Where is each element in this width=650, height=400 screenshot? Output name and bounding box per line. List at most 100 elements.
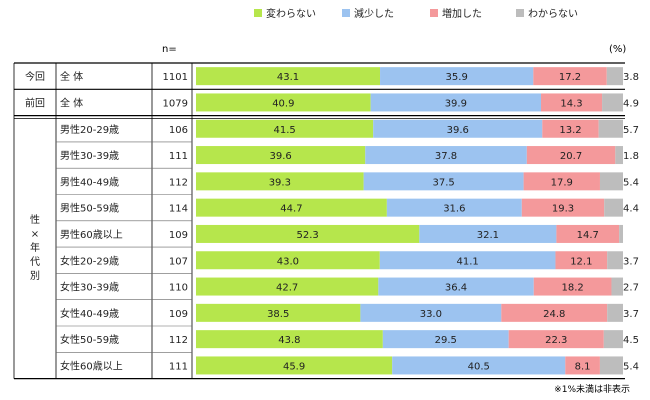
data-label: 43.0 <box>277 256 299 267</box>
bar-segment <box>619 224 623 243</box>
data-label: 36.4 <box>445 283 467 294</box>
data-label: 39.9 <box>445 98 467 109</box>
data-label: 39.6 <box>447 125 469 136</box>
row-label: 女性30-39歳 <box>60 281 119 294</box>
data-label: 22.3 <box>545 335 567 346</box>
data-label: 35.9 <box>446 72 468 83</box>
bar-segment <box>370 93 542 112</box>
row-label: 全 体 <box>60 70 83 83</box>
bar-segment <box>196 277 379 296</box>
row-label: 女性50-59歳 <box>60 333 119 346</box>
bar-segment <box>533 67 607 86</box>
row-n: 112 <box>169 335 188 346</box>
bar-segment <box>379 251 556 270</box>
data-label: 3.8 <box>623 72 639 83</box>
bar-segment <box>363 172 524 191</box>
bar-segment <box>196 198 387 217</box>
data-label: 14.3 <box>560 98 582 109</box>
data-label: 45.9 <box>283 361 305 372</box>
bar-segment <box>196 356 393 375</box>
row-n: 110 <box>169 283 188 294</box>
row-n: 1079 <box>163 98 188 109</box>
data-label: 39.3 <box>269 177 291 188</box>
data-label: 4.5 <box>623 335 639 346</box>
n-header: n= <box>162 44 177 55</box>
row-label: 男性50-59歳 <box>60 202 119 215</box>
legend-label: 減少した <box>354 7 394 20</box>
bar-segment <box>392 356 566 375</box>
bar-segment <box>382 330 509 349</box>
bar-segment <box>523 172 600 191</box>
bar-segment <box>501 303 608 322</box>
data-label: 32.1 <box>477 230 499 241</box>
bar-segment <box>542 119 599 138</box>
data-label: 37.8 <box>435 151 457 162</box>
bar-segment <box>599 172 623 191</box>
bar-segment <box>196 119 374 138</box>
data-label: 2.7 <box>623 283 639 294</box>
row-n: 107 <box>169 256 188 267</box>
bar-segment <box>196 330 383 349</box>
bar-segment <box>611 277 623 296</box>
bar-segment <box>541 93 603 112</box>
data-label: 18.2 <box>561 283 583 294</box>
row-label: 全 体 <box>60 96 83 109</box>
data-label: 43.8 <box>278 335 300 346</box>
data-label: 20.7 <box>560 151 582 162</box>
bar-segment <box>607 303 623 322</box>
data-label: 24.8 <box>543 309 565 320</box>
bar-segment <box>365 146 527 165</box>
bar-segment <box>196 251 380 270</box>
row-n: 111 <box>169 151 188 162</box>
data-label: 29.5 <box>435 335 457 346</box>
bar-segment <box>526 146 616 165</box>
data-label: 44.7 <box>280 204 302 215</box>
row-n: 1101 <box>163 72 188 83</box>
bar-segment <box>386 198 522 217</box>
data-label: 40.5 <box>468 361 490 372</box>
bar-segment <box>598 119 623 138</box>
row-label: 女性20-29歳 <box>60 254 119 267</box>
data-label: 33.0 <box>420 309 442 320</box>
data-label: 13.2 <box>559 125 581 136</box>
legend-swatch <box>430 9 438 17</box>
data-label: 41.1 <box>456 256 478 267</box>
data-label: 17.2 <box>559 72 581 83</box>
data-label: 12.1 <box>570 256 592 267</box>
bar-segment <box>196 303 361 322</box>
bar-segment <box>565 356 600 375</box>
row-label: 女性60歳以上 <box>60 359 123 372</box>
data-label: 8.1 <box>575 361 591 372</box>
legend-swatch <box>342 9 350 17</box>
row-label: 男性20-29歳 <box>60 123 119 136</box>
row-label: 男性40-49歳 <box>60 175 119 188</box>
row-n: 109 <box>169 230 188 241</box>
bar-segment <box>603 330 623 349</box>
row-n: 106 <box>169 125 188 136</box>
data-label: 31.6 <box>443 204 465 215</box>
row-n: 111 <box>169 361 188 372</box>
bar-segment <box>604 198 623 217</box>
data-label: 5.4 <box>623 361 639 372</box>
row-label: 男性60歳以上 <box>60 228 123 241</box>
bar-segment <box>508 330 604 349</box>
data-label: 4.9 <box>623 98 639 109</box>
bar-segment <box>615 146 623 165</box>
bar-segment <box>607 251 623 270</box>
data-label: 5.7 <box>623 125 639 136</box>
unit-label: (%) <box>609 44 626 55</box>
data-label: 40.9 <box>272 98 294 109</box>
data-label: 14.7 <box>577 230 599 241</box>
bar-segment <box>521 198 605 217</box>
data-label: 52.3 <box>297 230 319 241</box>
row-n: 112 <box>169 177 188 188</box>
data-label: 39.6 <box>269 151 291 162</box>
footnote: ※1%未満は非表示 <box>554 383 630 395</box>
legend-label: わからない <box>528 8 578 20</box>
row-n: 109 <box>169 309 188 320</box>
bar-segment <box>533 277 612 296</box>
group-label: 前回 <box>25 96 45 109</box>
bar-segment <box>196 67 381 86</box>
